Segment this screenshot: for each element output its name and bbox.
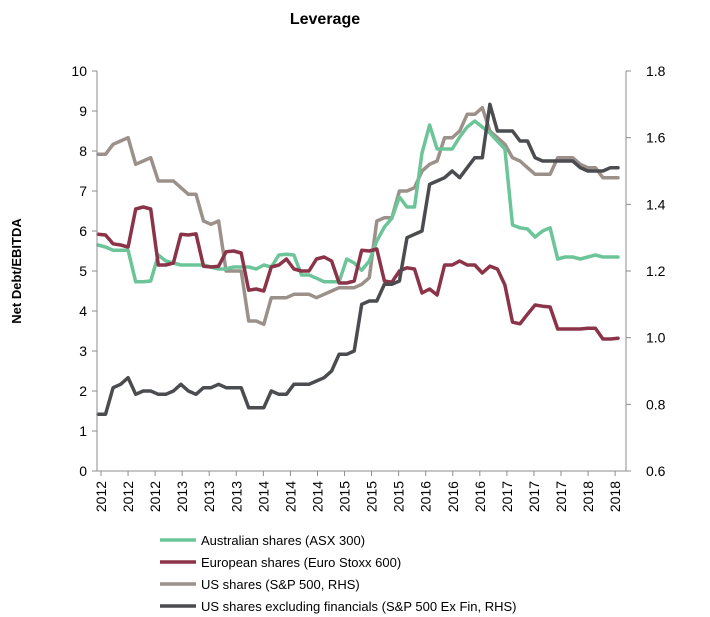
left-tick-label: 4 [79, 303, 87, 319]
x-tick-label: 2017 [526, 481, 542, 512]
series-line-european [96, 205, 620, 341]
left-tick-label: 8 [79, 143, 87, 159]
left-tick-label: 7 [79, 183, 87, 199]
left-tick-label: 6 [79, 223, 87, 239]
left-axis-ticks: 0 1 2 3 4 5 6 7 8 9 10 [71, 63, 97, 479]
x-tick-label: 2018 [580, 481, 596, 512]
x-tick-label: 2012 [120, 481, 136, 512]
x-tick-label: 2017 [499, 481, 515, 512]
x-tick-label: 2016 [445, 481, 461, 512]
right-tick-label: 0.8 [646, 396, 666, 412]
legend: Australian shares (ASX 300) European shar… [160, 533, 517, 614]
y-axis-label: Net Debt/EBITDA [9, 218, 24, 324]
x-tick-label: 2014 [309, 481, 325, 512]
x-tick-label: 2017 [553, 481, 569, 512]
left-tick-label: 10 [71, 63, 87, 79]
series-line-us [96, 105, 620, 327]
left-tick-label: 2 [79, 383, 87, 399]
series-line-us_ex_fin [96, 102, 620, 417]
series-lines [96, 102, 620, 417]
right-axis-ticks: 0.6 0.8 1.0 1.2 1.4 1.6 1.8 [626, 63, 666, 479]
x-tick-label: 2014 [255, 481, 271, 512]
x-tick-label: 2016 [418, 481, 434, 512]
x-tick-label: 2012 [93, 481, 109, 512]
x-tick-label: 2018 [607, 481, 623, 512]
right-tick-label: 0.6 [646, 463, 666, 479]
x-tick-label: 2012 [147, 481, 163, 512]
left-tick-label: 9 [79, 103, 87, 119]
x-tick-label: 2015 [364, 481, 380, 512]
right-tick-label: 1.0 [646, 330, 666, 346]
x-tick-label: 2013 [201, 481, 217, 512]
right-tick-label: 1.8 [646, 63, 666, 79]
left-tick-label: 0 [79, 463, 87, 479]
left-tick-label: 5 [79, 263, 87, 279]
x-tick-label: 2015 [337, 481, 353, 512]
legend-label-european: European shares (Euro Stoxx 600) [201, 555, 401, 570]
left-tick-label: 3 [79, 343, 87, 359]
x-axis-ticks: 2012 2012 2012 2013 2013 2013 2014 2014 2014 2015… [93, 471, 623, 512]
legend-label-us: US shares (S&P 500, RHS) [201, 577, 360, 592]
right-tick-label: 1.6 [646, 130, 666, 146]
chart-title: Leverage [290, 11, 360, 28]
right-tick-label: 1.4 [646, 196, 666, 212]
axes [96, 71, 627, 472]
x-tick-label: 2014 [282, 481, 298, 512]
legend-label-australian: Australian shares (ASX 300) [201, 533, 365, 548]
x-tick-label: 2013 [174, 481, 190, 512]
x-tick-label: 2015 [391, 481, 407, 512]
left-tick-label: 1 [79, 423, 87, 439]
x-tick-label: 2013 [228, 481, 244, 512]
right-tick-label: 1.2 [646, 263, 666, 279]
legend-label-us_ex_fin: US shares excluding financials (S&P 500 … [201, 599, 517, 614]
x-tick-label: 2016 [472, 481, 488, 512]
